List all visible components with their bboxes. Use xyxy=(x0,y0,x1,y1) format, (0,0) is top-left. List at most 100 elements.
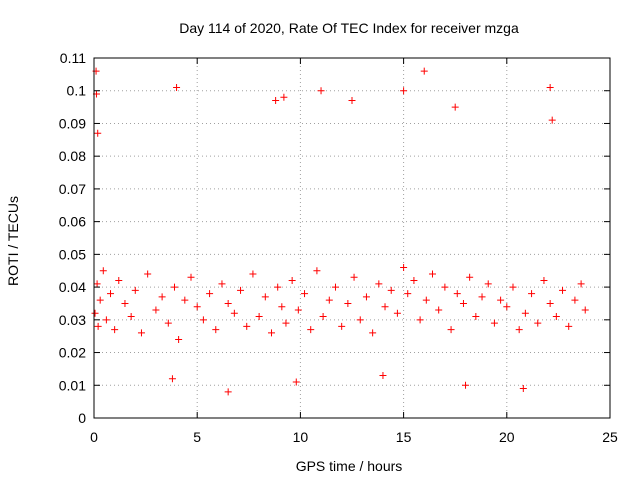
y-tick-label: 0.02 xyxy=(59,345,86,361)
data-point xyxy=(466,273,474,281)
data-point xyxy=(350,273,358,281)
data-point xyxy=(400,263,408,271)
y-tick-label: 0.08 xyxy=(59,148,86,164)
data-point xyxy=(447,326,455,334)
data-point xyxy=(144,270,152,278)
data-point xyxy=(131,286,139,294)
data-point xyxy=(96,296,104,304)
y-tick-label: 0.09 xyxy=(59,115,86,131)
data-point xyxy=(317,87,325,95)
data-point xyxy=(94,129,102,137)
y-tick-label: 0.03 xyxy=(59,312,86,328)
data-point xyxy=(313,267,321,275)
y-tick-label: 0.05 xyxy=(59,246,86,262)
data-point xyxy=(274,283,282,291)
data-point xyxy=(137,329,145,337)
data-point xyxy=(356,316,364,324)
data-point xyxy=(91,309,99,317)
data-point xyxy=(571,296,579,304)
data-point xyxy=(478,293,486,301)
data-point xyxy=(307,326,315,334)
data-point xyxy=(521,309,529,317)
data-point xyxy=(534,319,542,327)
data-point xyxy=(107,290,115,298)
y-tick-label: 0.11 xyxy=(60,50,86,66)
data-point xyxy=(268,329,276,337)
x-axis-title: GPS time / hours xyxy=(296,458,403,474)
data-point xyxy=(218,280,226,288)
y-tick-label: 0.01 xyxy=(59,377,86,393)
data-point xyxy=(111,326,119,334)
data-point xyxy=(420,67,428,75)
data-point xyxy=(224,388,232,396)
data-point xyxy=(441,283,449,291)
data-point xyxy=(490,319,498,327)
data-point xyxy=(381,303,389,311)
data-point xyxy=(422,296,430,304)
x-tick-label: 15 xyxy=(396,429,412,445)
y-tick-label: 0.06 xyxy=(59,214,86,230)
data-point xyxy=(387,286,395,294)
data-point xyxy=(435,306,443,314)
data-point xyxy=(497,296,505,304)
data-point xyxy=(577,280,585,288)
y-axis-title: ROTI / TECUs xyxy=(5,196,21,286)
data-point xyxy=(528,290,536,298)
data-point xyxy=(301,290,309,298)
data-point xyxy=(484,280,492,288)
data-point xyxy=(272,97,280,105)
x-tick-label: 20 xyxy=(499,429,515,445)
data-point xyxy=(206,290,214,298)
data-point xyxy=(181,296,189,304)
data-point xyxy=(152,306,160,314)
data-point xyxy=(173,83,181,91)
data-point xyxy=(319,313,327,321)
axis-ticks: 0 0.01 0.02 0.03 0.04 0.05 0.06 0.07 0.08 0.09 0.1… xyxy=(59,50,618,445)
data-point xyxy=(280,93,288,101)
data-point xyxy=(127,313,135,321)
data-point xyxy=(552,313,560,321)
data-point xyxy=(459,299,467,307)
data-point xyxy=(509,283,517,291)
data-point xyxy=(99,267,107,275)
data-point xyxy=(94,322,102,330)
data-point xyxy=(282,319,290,327)
data-point xyxy=(212,326,220,334)
data-point xyxy=(170,283,178,291)
x-tick-label: 0 xyxy=(90,429,98,445)
data-point xyxy=(331,283,339,291)
data-point xyxy=(249,270,257,278)
data-point xyxy=(410,277,418,285)
data-point xyxy=(193,303,201,311)
data-point xyxy=(292,378,300,386)
data-point xyxy=(393,309,401,317)
data-point xyxy=(565,322,573,330)
data-point xyxy=(462,381,470,389)
data-point xyxy=(278,303,286,311)
data-point xyxy=(168,375,176,383)
data-point xyxy=(548,116,556,124)
y-tick-label: 0 xyxy=(78,410,86,426)
data-point xyxy=(546,83,554,91)
data-point xyxy=(237,286,245,294)
data-point xyxy=(261,293,269,301)
data-point xyxy=(243,322,251,330)
data-point xyxy=(255,313,263,321)
data-point xyxy=(362,293,370,301)
data-point xyxy=(404,290,412,298)
data-point xyxy=(581,306,589,314)
data-point xyxy=(121,299,129,307)
data-point xyxy=(294,306,302,314)
data-point xyxy=(348,97,356,105)
data-point xyxy=(453,290,461,298)
data-point xyxy=(540,277,548,285)
chart-title: Day 114 of 2020, Rate Of TEC Index for r… xyxy=(179,20,519,36)
y-tick-label: 0.04 xyxy=(59,279,86,295)
data-point xyxy=(93,280,101,288)
x-tick-label: 5 xyxy=(193,429,201,445)
plot-frame xyxy=(93,57,611,419)
grid-lines xyxy=(94,58,610,418)
data-point xyxy=(164,319,172,327)
data-point xyxy=(230,309,238,317)
